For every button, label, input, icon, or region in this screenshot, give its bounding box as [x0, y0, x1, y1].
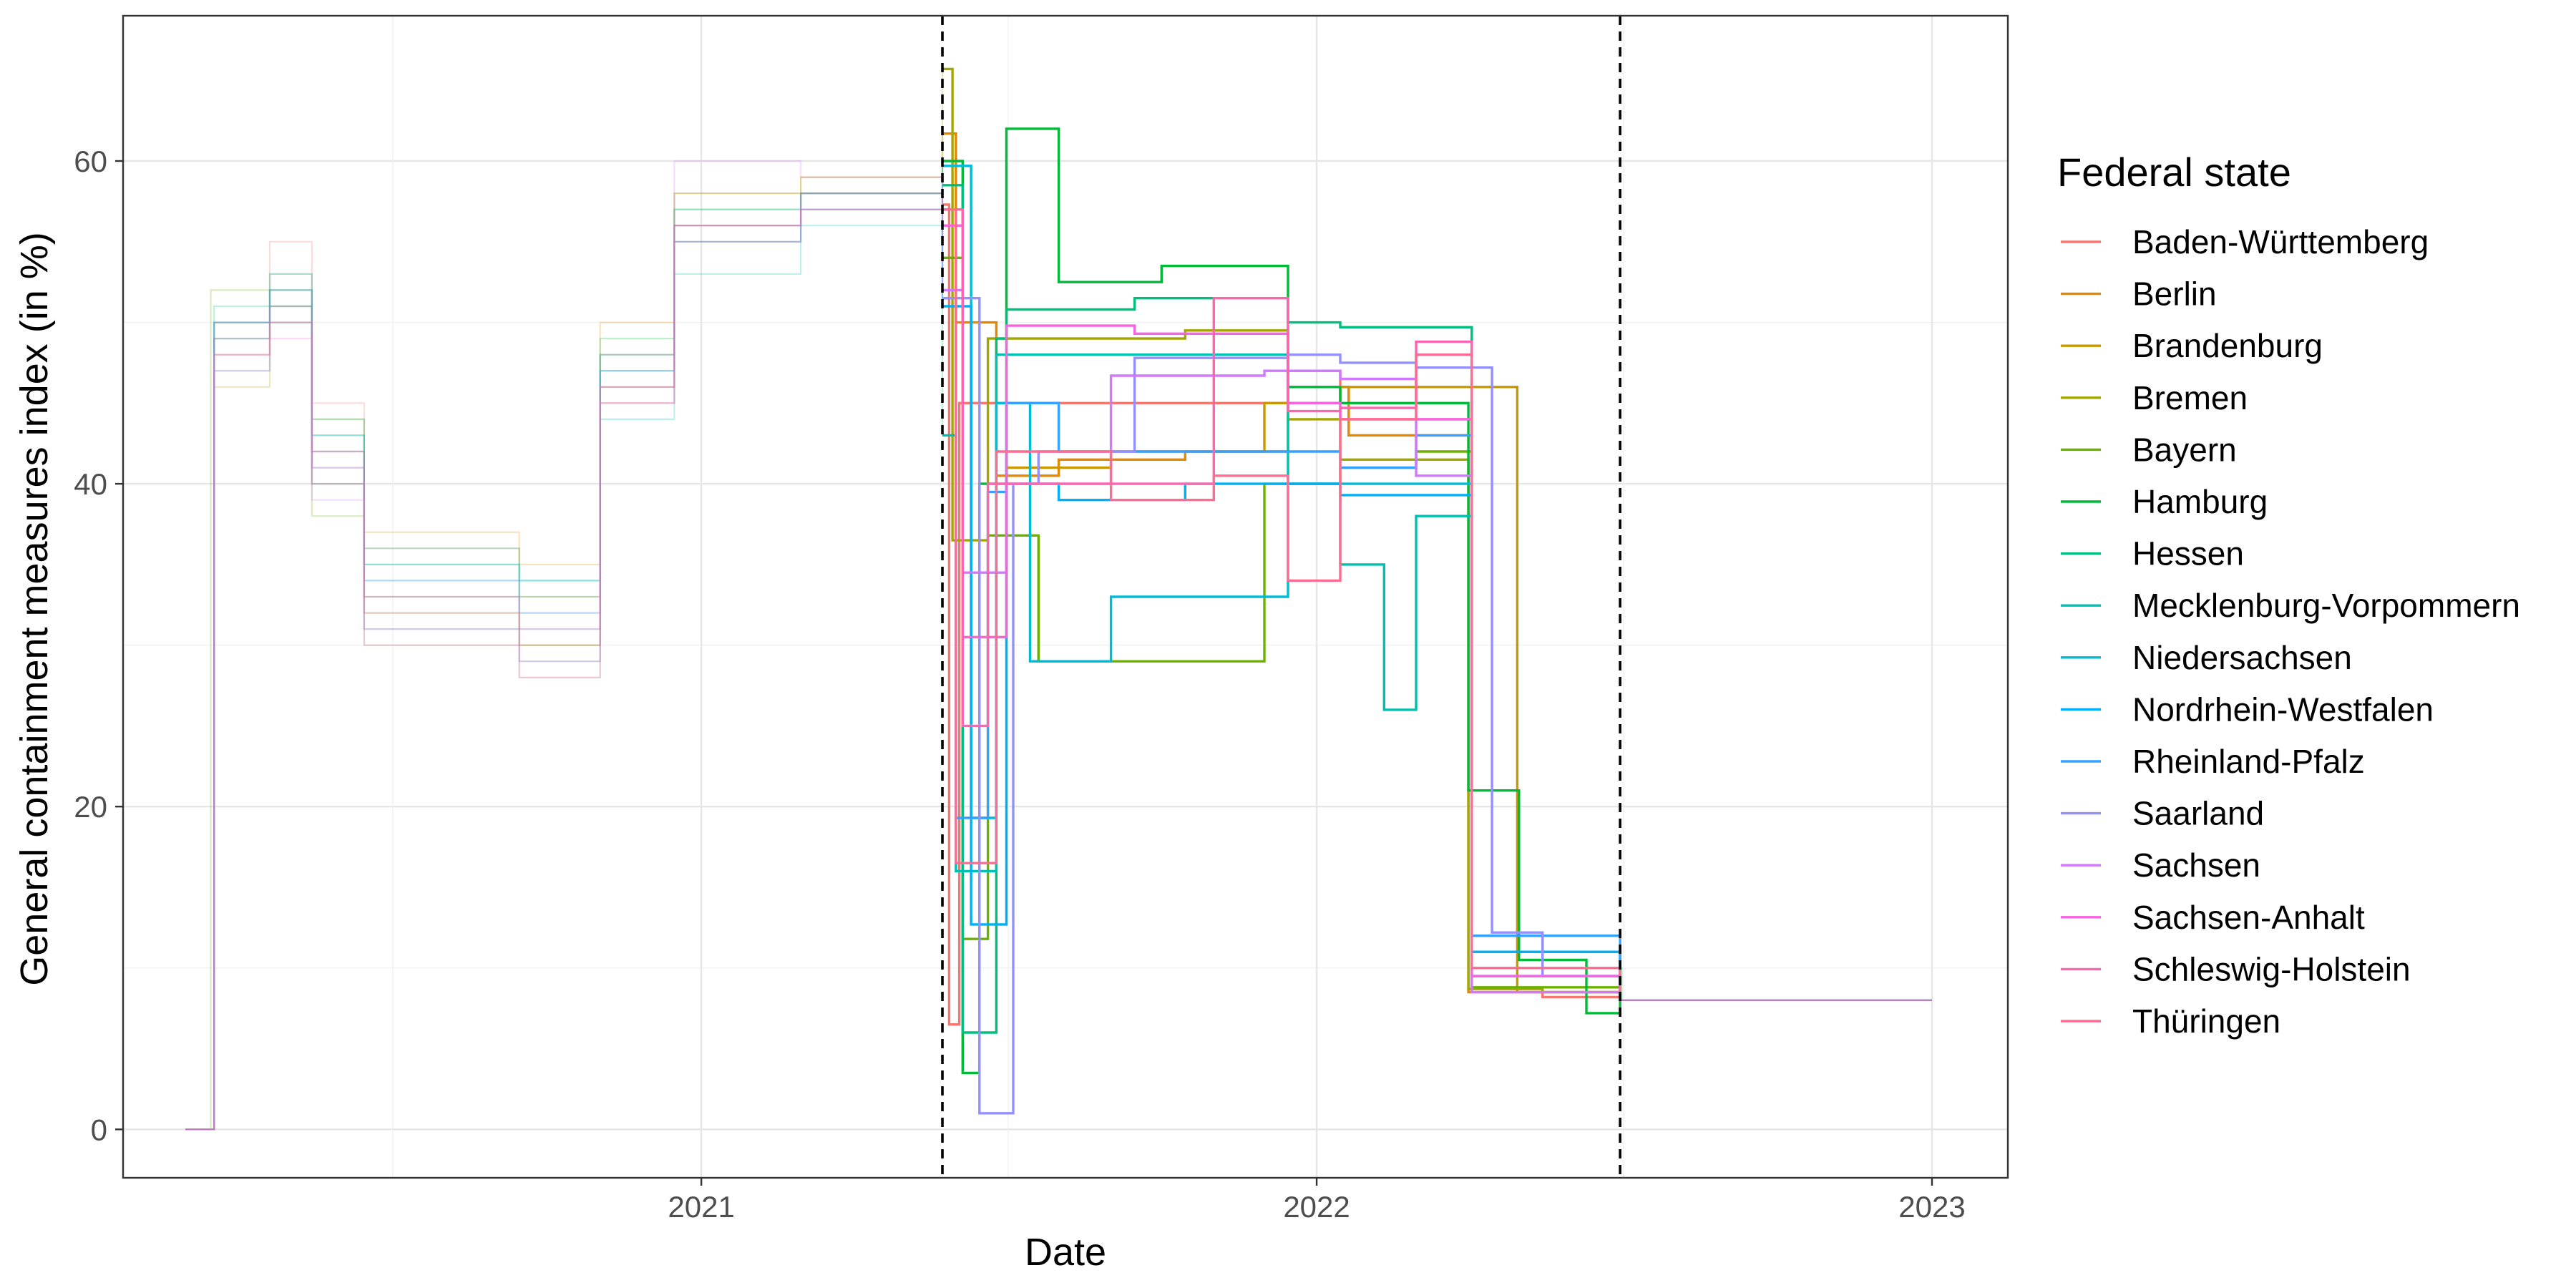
legend-label: Nordrhein-Westfalen: [2132, 691, 2434, 728]
legend-label: Mecklenburg-Vorpommern: [2132, 587, 2520, 624]
legend-label: Rheinland-Pfalz: [2132, 743, 2365, 780]
series-line-faded-before: [185, 69, 944, 1131]
legend-label: Bremen: [2132, 379, 2248, 416]
series-line-faded-before: [185, 192, 944, 1131]
y-tick-label: 60: [74, 145, 107, 178]
plot-panel-border: [122, 14, 2009, 1179]
tick-layer: 0 20 40 60 2021 2022 2023: [74, 145, 1965, 1224]
series-line-faded-before: [185, 192, 944, 1131]
y-tick-label: 0: [91, 1113, 107, 1146]
series-line-faded-before: [185, 161, 944, 1131]
series-line-faded-before: [185, 192, 944, 1131]
x-tick-label: 2022: [1283, 1190, 1350, 1224]
legend-label: Niedersachsen: [2132, 639, 2352, 676]
faded-lines-layer: [185, 69, 1932, 1131]
legend-label: Thüringen: [2132, 1002, 2280, 1040]
legend-label: Hamburg: [2132, 483, 2268, 520]
legend-label: Bayern: [2132, 431, 2237, 468]
series-line-faded-before: [185, 133, 944, 1131]
reference-lines-layer: [941, 16, 1621, 1178]
x-tick-label: 2021: [668, 1190, 734, 1224]
series-line-faded-before: [185, 208, 942, 1131]
legend-label: Brandenburg: [2132, 327, 2323, 364]
series-line-faded-before: [185, 208, 944, 1131]
series-line-faded-before: [185, 208, 944, 1131]
series-line-faded-before: [185, 185, 944, 1131]
legend-label: Sachsen: [2132, 847, 2260, 884]
series-line-faded-before: [185, 160, 944, 1131]
grid-layer: [123, 16, 2008, 1178]
legend-label: Sachsen-Anhalt: [2132, 899, 2365, 936]
series-lines-layer: [942, 67, 1621, 1115]
plot-panel-background: [123, 16, 2008, 1178]
legend-title: Federal state: [2057, 150, 2291, 195]
series-line: [942, 208, 1621, 1000]
legend-label: Saarland: [2132, 795, 2264, 832]
series-line-faded-before: [185, 192, 944, 1131]
series-line-faded-before: [185, 165, 944, 1131]
x-axis-title: Date: [1025, 1231, 1106, 1274]
legend-items: Baden-Württemberg Berlin Brandenburg Bremen…: [2061, 223, 2520, 1040]
legend: Federal state Baden-Württemberg Berlin Bra…: [2057, 150, 2520, 1040]
y-axis-title: General containment measures index (in %…: [13, 232, 56, 986]
x-tick-label: 2023: [1898, 1190, 1965, 1224]
y-tick-label: 20: [74, 790, 107, 824]
legend-label: Hessen: [2132, 535, 2244, 572]
y-tick-label: 40: [74, 467, 107, 501]
series-line-faded-before: [185, 192, 944, 1131]
series-line-faded-before: [185, 208, 942, 1131]
legend-label: Schleswig-Holstein: [2132, 950, 2411, 987]
series-line-faded-before: [185, 225, 944, 1131]
legend-label: Baden-Württemberg: [2132, 223, 2429, 260]
legend-label: Berlin: [2132, 275, 2217, 313]
